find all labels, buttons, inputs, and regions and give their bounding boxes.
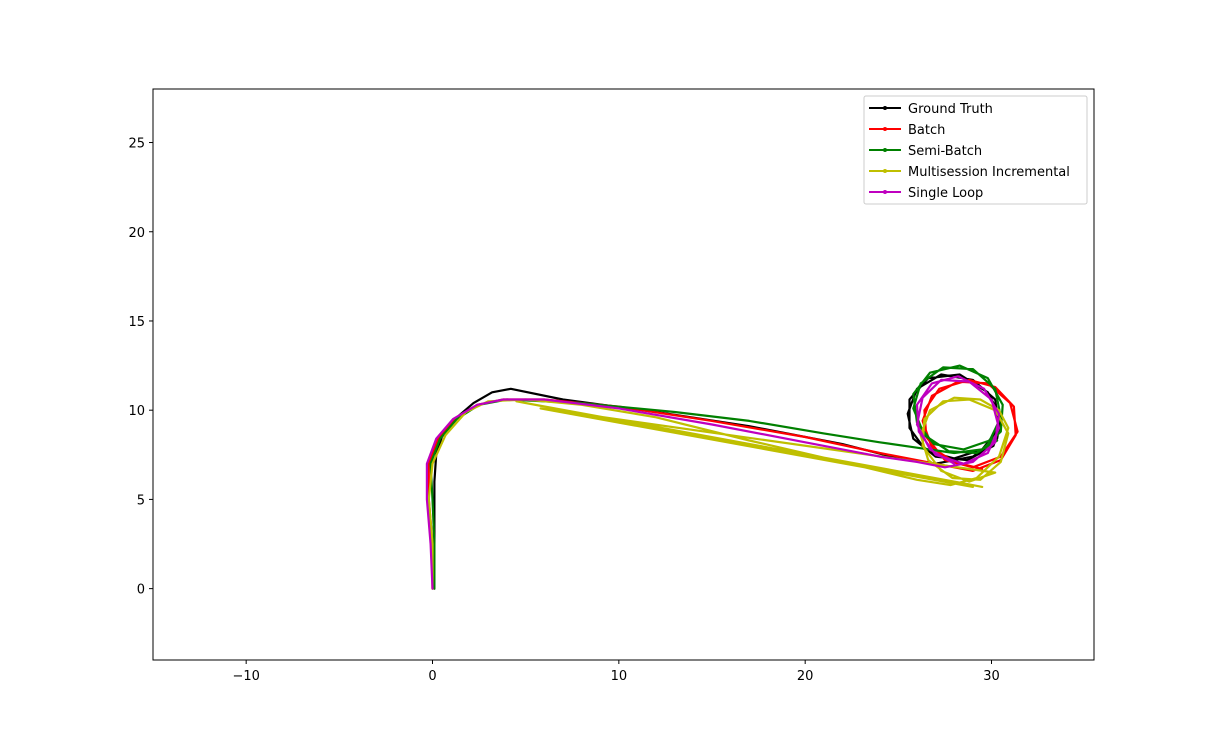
y-tick-label: 0 bbox=[137, 583, 145, 598]
legend-label: Single Loop bbox=[908, 186, 983, 201]
plot-frame bbox=[152, 88, 1095, 661]
y-axis: 0 5 10 15 20 25 bbox=[128, 137, 153, 598]
y-tick-label: 20 bbox=[128, 226, 145, 241]
x-tick-label: 30 bbox=[983, 669, 1000, 684]
legend-box bbox=[863, 95, 1088, 205]
legend-marker bbox=[883, 169, 887, 173]
legend-marker bbox=[883, 127, 887, 131]
legend-label: Semi-Batch bbox=[908, 144, 982, 159]
legend-marker bbox=[883, 106, 887, 110]
y-tick-label: 10 bbox=[128, 404, 145, 419]
x-tick-label: 10 bbox=[611, 669, 628, 684]
y-tick-label: 25 bbox=[128, 137, 145, 152]
series-line-single-loop bbox=[425, 375, 1001, 590]
y-tick-label: 5 bbox=[137, 493, 145, 508]
x-tick-label: 0 bbox=[428, 669, 436, 684]
legend-marker bbox=[883, 148, 887, 152]
series-layer bbox=[425, 364, 1019, 590]
x-tick-label: 20 bbox=[797, 669, 814, 684]
x-axis: −10 0 10 20 30 bbox=[232, 660, 1000, 684]
legend: Ground Truth Batch Semi-Batch Multisession … bbox=[863, 95, 1088, 205]
y-tick-label: 15 bbox=[128, 315, 145, 330]
legend-marker bbox=[883, 190, 887, 194]
legend-label: Batch bbox=[908, 123, 945, 138]
x-tick-label: −10 bbox=[232, 669, 259, 684]
legend-label: Multisession Incremental bbox=[908, 165, 1070, 180]
legend-label: Ground Truth bbox=[908, 102, 993, 117]
